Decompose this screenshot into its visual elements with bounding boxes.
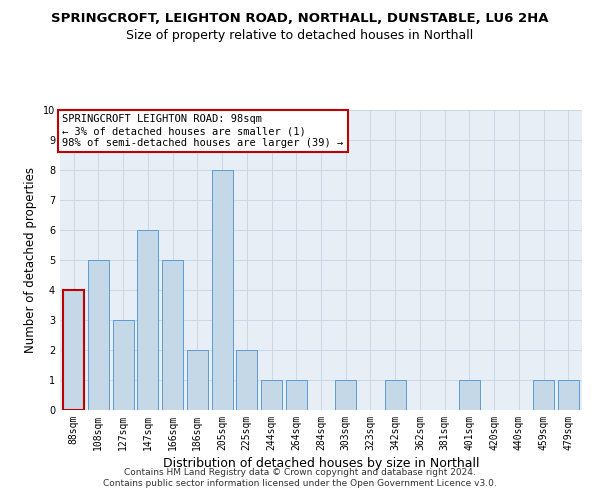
Bar bbox=[261, 380, 282, 410]
Bar bbox=[212, 170, 233, 410]
Bar bbox=[459, 380, 480, 410]
Bar bbox=[113, 320, 134, 410]
Bar bbox=[558, 380, 579, 410]
Bar bbox=[63, 290, 84, 410]
Bar bbox=[335, 380, 356, 410]
Text: Size of property relative to detached houses in Northall: Size of property relative to detached ho… bbox=[127, 29, 473, 42]
Bar bbox=[385, 380, 406, 410]
Bar bbox=[533, 380, 554, 410]
Bar bbox=[187, 350, 208, 410]
Bar bbox=[88, 260, 109, 410]
Text: Contains HM Land Registry data © Crown copyright and database right 2024.
Contai: Contains HM Land Registry data © Crown c… bbox=[103, 468, 497, 487]
Bar bbox=[236, 350, 257, 410]
Bar bbox=[162, 260, 183, 410]
X-axis label: Distribution of detached houses by size in Northall: Distribution of detached houses by size … bbox=[163, 457, 479, 470]
Text: SPRINGCROFT LEIGHTON ROAD: 98sqm
← 3% of detached houses are smaller (1)
98% of : SPRINGCROFT LEIGHTON ROAD: 98sqm ← 3% of… bbox=[62, 114, 344, 148]
Bar bbox=[286, 380, 307, 410]
Text: SPRINGCROFT, LEIGHTON ROAD, NORTHALL, DUNSTABLE, LU6 2HA: SPRINGCROFT, LEIGHTON ROAD, NORTHALL, DU… bbox=[51, 12, 549, 26]
Bar bbox=[137, 230, 158, 410]
Y-axis label: Number of detached properties: Number of detached properties bbox=[25, 167, 37, 353]
